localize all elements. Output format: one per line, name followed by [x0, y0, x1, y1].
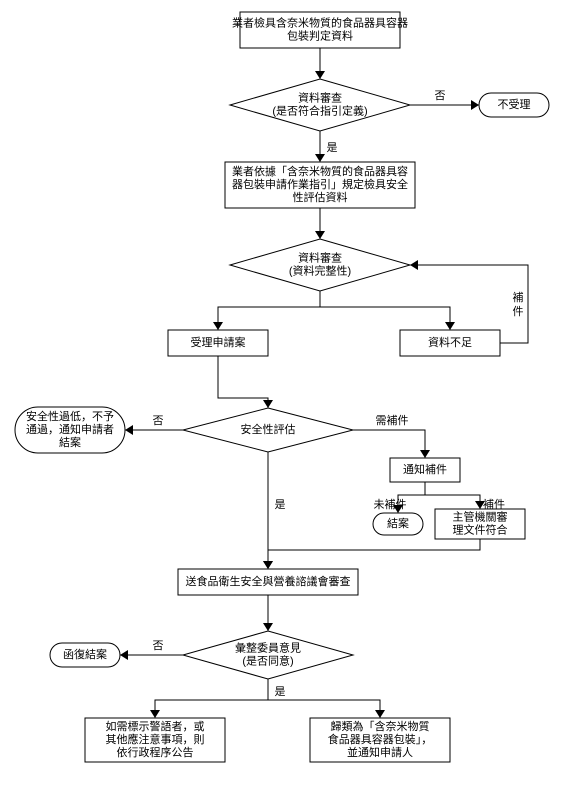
edge-5	[320, 291, 450, 330]
edge-label: 補件	[483, 498, 505, 511]
flowchart-canvas: 業者檢具含奈米物質的食品器具容器包裝判定資料資料審查(是否符合指引定義)不受理業…	[0, 0, 579, 788]
edge-8	[218, 356, 268, 408]
arrow-head	[420, 450, 430, 458]
edge-17	[155, 679, 268, 718]
edge-label: 需補件	[376, 414, 409, 427]
node-text: 彙整委員意見	[235, 640, 301, 654]
node-text: 如需標示警語者，或	[106, 719, 205, 733]
arrow-head	[150, 710, 160, 718]
node-text: 食品器具容器包裝」，	[328, 732, 433, 746]
node-text: 業者檢具含奈米物質的食品器具容器	[232, 15, 408, 29]
arrow-head	[120, 650, 128, 660]
arrow-head	[315, 231, 325, 239]
edge-label: 是	[275, 498, 286, 511]
arrow-head	[263, 561, 273, 569]
edge-label: 否	[435, 90, 446, 102]
node-text: 不受理	[498, 98, 531, 111]
edge-label: 是	[275, 685, 286, 698]
node-text: 通知補件	[403, 462, 447, 476]
node-text: 理文件符合	[453, 522, 508, 536]
node-text: 依行政程序公告	[117, 745, 194, 759]
arrow-head	[213, 322, 223, 330]
edge-13	[268, 539, 480, 569]
node-text: 資料不足	[428, 335, 472, 349]
node-text: (是否同意)	[242, 653, 293, 667]
node-text: 主管機關審	[453, 509, 508, 523]
node-text: 資料審查	[298, 250, 342, 264]
edge-label: 否	[153, 640, 164, 652]
node-text: 並通知申請人	[347, 745, 413, 759]
node-text: 歸類為「含奈米物質	[331, 719, 430, 733]
edge-12	[425, 482, 480, 509]
node-text: 結案	[387, 516, 409, 530]
arrow-head	[471, 100, 479, 110]
edge-10	[353, 430, 425, 458]
arrow-head	[445, 322, 455, 330]
node-text: 送食品衛生安全與營養諮議會審查	[186, 574, 351, 588]
node-text: 包裝判定資料	[287, 28, 353, 42]
node-text: (資料完整性)	[289, 263, 351, 277]
node-text: 資料審查	[298, 90, 342, 104]
node-text: (是否符合指引定義)	[272, 103, 367, 117]
arrow-head	[375, 710, 385, 718]
arrow-head	[263, 623, 273, 631]
node-text: 性評估資料	[293, 190, 348, 204]
edge-label: 是	[327, 141, 338, 154]
node-text: 器包裝申請作業指引」規定檢具安全	[232, 177, 408, 191]
edge-label: 未補件	[374, 498, 407, 511]
node-text: 安全性過低，不予	[26, 409, 114, 423]
arrow-head	[125, 425, 133, 435]
arrow-head	[263, 400, 273, 408]
edge-18	[268, 679, 380, 718]
node-text: 通過，通知申請者	[26, 422, 114, 436]
arrow-head	[315, 154, 325, 162]
node-text: 結案	[59, 435, 81, 449]
arrow-head	[315, 71, 325, 79]
edge-4	[218, 291, 320, 330]
node-text: 業者依據「含奈米物質的食品器具容	[232, 164, 408, 178]
node-text: 其他應注意事項，則	[106, 732, 205, 746]
node-text: 函復結案	[63, 647, 107, 661]
edge-label: 否	[153, 415, 164, 427]
node-text: 安全性評估	[241, 422, 296, 436]
node-text: 受理申請案	[191, 335, 246, 349]
edge-label: 件	[513, 305, 524, 318]
edge-label: 補	[513, 291, 524, 304]
